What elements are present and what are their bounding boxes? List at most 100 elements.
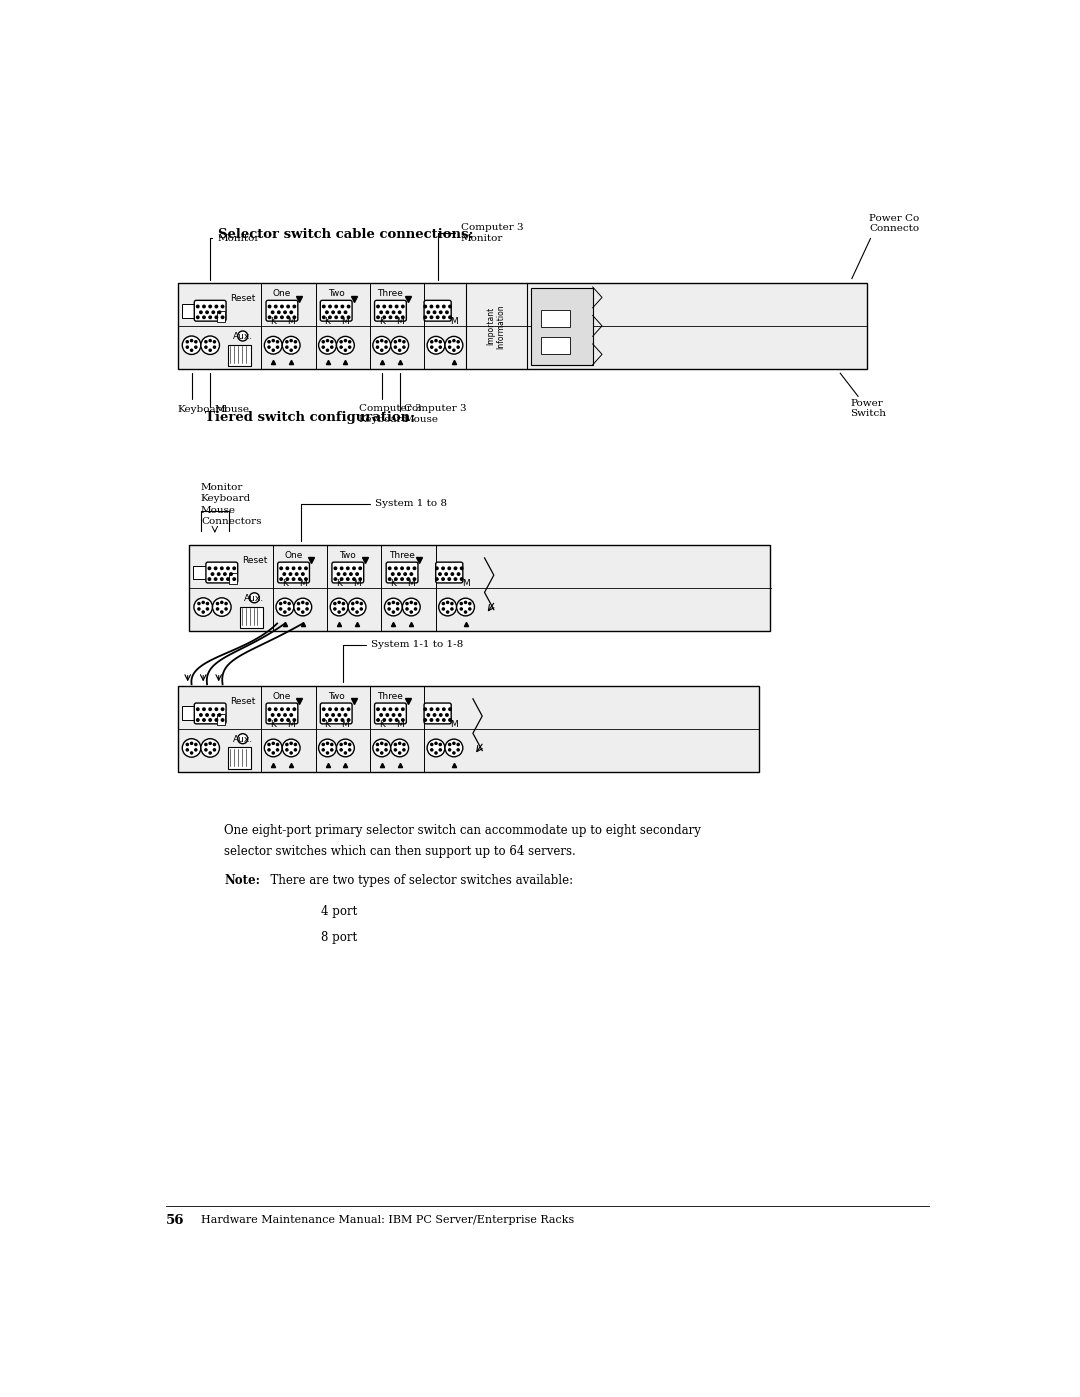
Circle shape: [210, 752, 212, 754]
Circle shape: [295, 749, 297, 752]
Circle shape: [455, 578, 457, 580]
Circle shape: [384, 341, 387, 342]
Circle shape: [450, 602, 453, 605]
Circle shape: [337, 573, 340, 576]
Circle shape: [293, 567, 295, 570]
Circle shape: [288, 602, 291, 605]
Circle shape: [446, 312, 448, 313]
Circle shape: [198, 602, 200, 605]
Circle shape: [287, 719, 289, 721]
Circle shape: [436, 316, 438, 319]
Text: K: K: [270, 721, 276, 729]
Circle shape: [268, 719, 271, 721]
Circle shape: [451, 573, 454, 576]
Circle shape: [271, 312, 274, 313]
Circle shape: [348, 316, 350, 319]
Circle shape: [268, 346, 270, 348]
Circle shape: [218, 714, 220, 717]
Circle shape: [435, 567, 438, 570]
Circle shape: [394, 567, 397, 570]
Circle shape: [197, 708, 199, 711]
Circle shape: [435, 752, 437, 754]
FancyBboxPatch shape: [375, 703, 406, 724]
Circle shape: [206, 602, 208, 605]
Circle shape: [212, 573, 214, 576]
Circle shape: [440, 312, 442, 313]
Circle shape: [340, 749, 342, 752]
Text: Mouse: Mouse: [211, 373, 249, 414]
Circle shape: [406, 608, 408, 610]
Circle shape: [212, 714, 215, 717]
Circle shape: [380, 752, 382, 754]
Text: M: M: [353, 580, 361, 588]
Circle shape: [203, 708, 205, 711]
Circle shape: [430, 316, 433, 319]
Circle shape: [268, 341, 270, 342]
Text: Reset: Reset: [230, 295, 255, 303]
Circle shape: [265, 739, 282, 757]
Text: K: K: [379, 721, 384, 729]
Circle shape: [389, 578, 391, 580]
Circle shape: [402, 708, 404, 711]
Circle shape: [323, 719, 325, 721]
Text: There are two types of selector switches available:: There are two types of selector switches…: [262, 873, 573, 887]
Circle shape: [449, 316, 451, 319]
Circle shape: [395, 306, 397, 307]
Circle shape: [345, 714, 347, 717]
Circle shape: [282, 739, 300, 757]
Circle shape: [326, 742, 328, 745]
Circle shape: [394, 749, 396, 752]
Circle shape: [457, 346, 459, 348]
Bar: [177, 284, 867, 369]
Circle shape: [291, 339, 293, 342]
Circle shape: [443, 306, 445, 307]
Text: K: K: [325, 317, 330, 327]
Circle shape: [440, 743, 442, 746]
Circle shape: [214, 578, 217, 580]
Circle shape: [335, 719, 337, 721]
Circle shape: [220, 610, 222, 613]
Text: Tiered switch configuration:: Tiered switch configuration:: [205, 411, 415, 425]
Circle shape: [194, 743, 197, 746]
Circle shape: [330, 341, 333, 342]
Circle shape: [450, 608, 453, 610]
Circle shape: [305, 567, 307, 570]
Circle shape: [359, 578, 362, 580]
Circle shape: [332, 714, 335, 717]
Circle shape: [460, 602, 462, 605]
FancyBboxPatch shape: [424, 300, 451, 321]
Circle shape: [206, 714, 208, 717]
Bar: [228, 747, 252, 768]
Circle shape: [274, 708, 276, 711]
Circle shape: [249, 592, 259, 602]
Circle shape: [238, 733, 247, 743]
Circle shape: [197, 306, 199, 307]
Circle shape: [286, 341, 288, 342]
Bar: [181, 707, 195, 721]
Circle shape: [448, 743, 450, 746]
Circle shape: [460, 578, 463, 580]
Circle shape: [215, 306, 217, 307]
Circle shape: [388, 608, 390, 610]
Circle shape: [392, 601, 394, 604]
Circle shape: [431, 749, 433, 752]
Circle shape: [335, 708, 337, 711]
Circle shape: [410, 573, 413, 576]
Circle shape: [287, 306, 289, 307]
Circle shape: [206, 312, 208, 313]
Text: Monitor: Monitor: [211, 233, 260, 279]
Text: System 1 to 8: System 1 to 8: [301, 500, 447, 542]
Circle shape: [183, 739, 201, 757]
Circle shape: [345, 752, 347, 754]
Text: Monitor
Keyboard
Mouse
Connectors: Monitor Keyboard Mouse Connectors: [201, 483, 261, 525]
Circle shape: [298, 567, 301, 570]
Circle shape: [443, 719, 445, 721]
Circle shape: [446, 610, 448, 613]
Circle shape: [395, 316, 397, 319]
Circle shape: [377, 346, 379, 348]
Text: 4 port: 4 port: [321, 904, 357, 918]
Circle shape: [338, 312, 340, 313]
Circle shape: [218, 312, 220, 313]
Circle shape: [319, 337, 337, 353]
Text: M: M: [450, 317, 458, 327]
